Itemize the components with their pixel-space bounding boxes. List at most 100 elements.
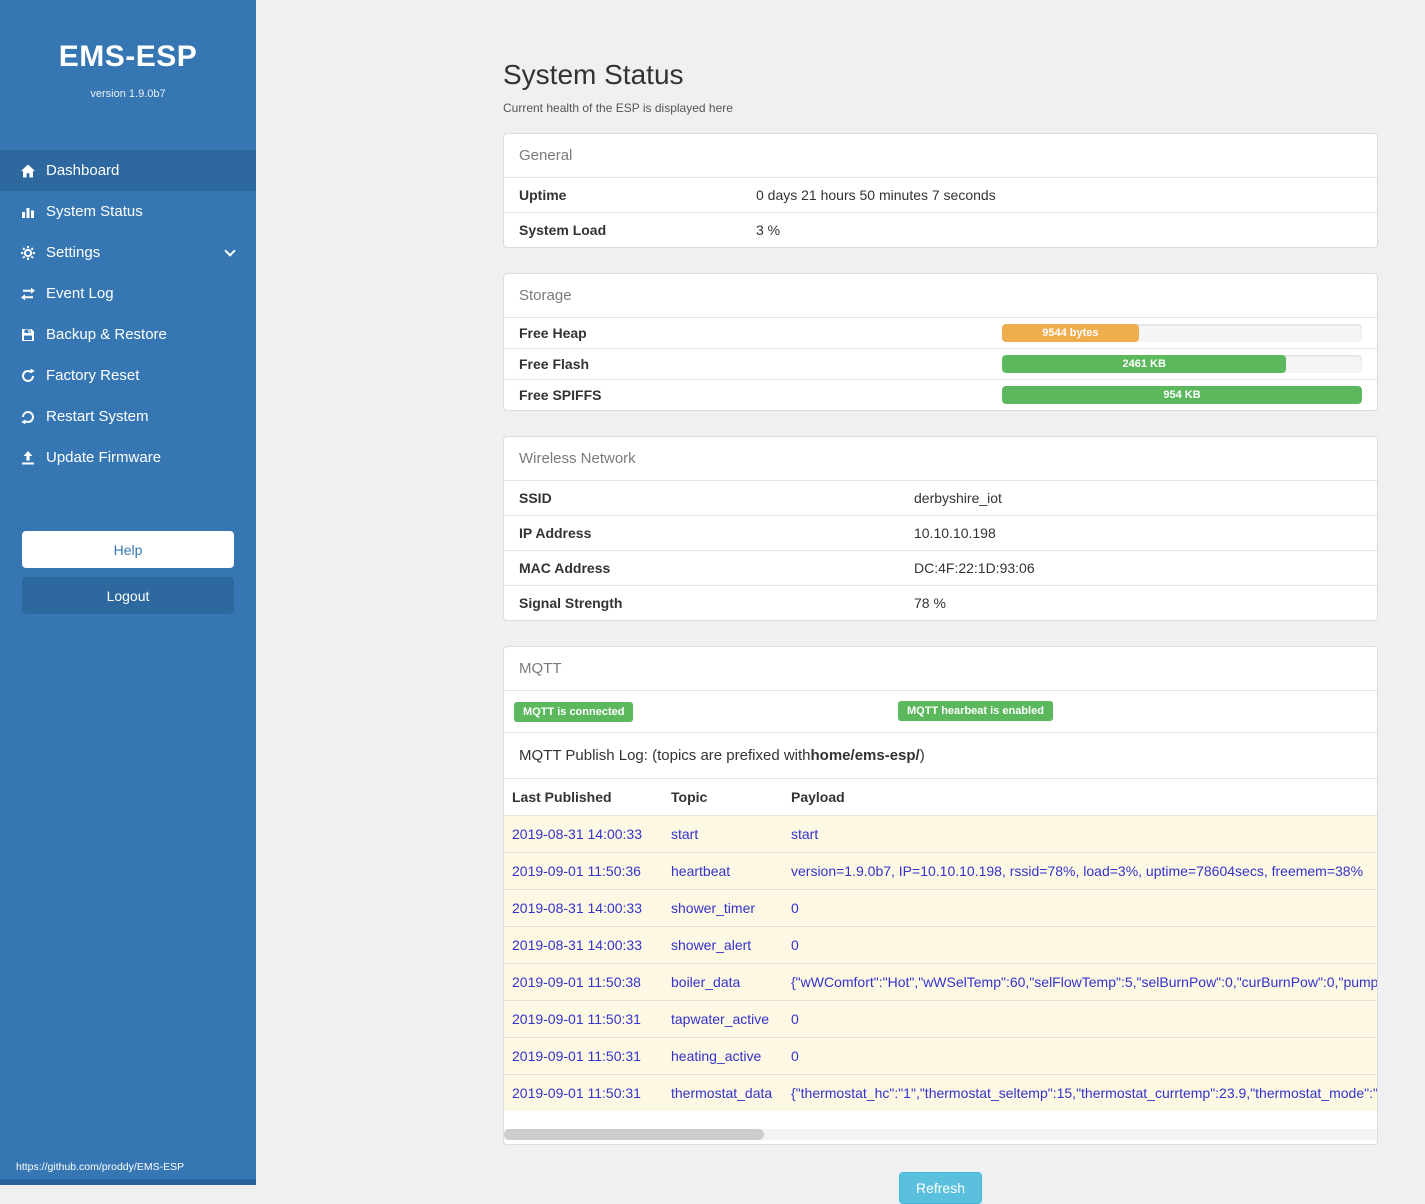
sidebar-buttons: Help Logout: [0, 531, 256, 614]
system-load-row: System Load 3 %: [504, 212, 1377, 247]
gear-icon: [20, 245, 46, 261]
free-spiffs-row: Free SPIFFS 954 KB: [504, 379, 1377, 410]
mac-address-row: MAC Address DC:4F:22:1D:93:06: [504, 550, 1377, 585]
refresh-button[interactable]: Refresh: [898, 1172, 983, 1204]
horizontal-scrollbar-thumb[interactable]: [504, 1129, 764, 1140]
sidebar-item-backup-restore[interactable]: Backup & Restore: [0, 314, 256, 355]
log-time: 2019-08-31 14:00:33: [504, 926, 663, 964]
chart-icon: [20, 204, 46, 220]
free-heap-progress-fill: 9544 bytes: [1002, 324, 1139, 342]
sidebar-item-factory-reset[interactable]: Factory Reset: [0, 355, 256, 396]
mqtt-log-title-prefix: MQTT Publish Log: (topics are prefixed w…: [519, 747, 811, 764]
mqtt-topic-prefix: home/ems-esp/: [810, 747, 920, 764]
mqtt-panel: MQTT MQTT is connected MQTT hearbeat is …: [503, 646, 1378, 1145]
log-time: 2019-09-01 11:50:31: [504, 1000, 663, 1038]
log-payload: {"wWComfort":"Hot","wWSelTemp":60,"selFl…: [783, 963, 1377, 1001]
sidebar-item-dashboard[interactable]: Dashboard: [0, 150, 256, 191]
save-icon: [20, 327, 46, 343]
log-payload: 0: [783, 1037, 1377, 1075]
logout-button[interactable]: Logout: [22, 577, 234, 614]
log-payload: version=1.9.0b7, IP=10.10.10.198, rssid=…: [783, 852, 1377, 890]
page-subtitle: Current health of the ESP is displayed h…: [503, 101, 733, 115]
ip-address-label: IP Address: [519, 525, 592, 541]
log-payload: 0: [783, 1000, 1377, 1038]
help-button[interactable]: Help: [22, 531, 234, 568]
log-topic: shower_alert: [663, 926, 783, 964]
uptime-row: Uptime 0 days 21 hours 50 minutes 7 seco…: [504, 177, 1377, 212]
log-topic: shower_timer: [663, 889, 783, 927]
table-row: 2019-09-01 11:50:31 thermostat_data {"th…: [504, 1074, 1377, 1111]
restart-icon: [20, 409, 46, 425]
sidebar-item-label: System Status: [46, 203, 143, 220]
sidebar-footer-bar: [0, 1179, 256, 1185]
log-topic: thermostat_data: [663, 1074, 783, 1111]
free-spiffs-label: Free SPIFFS: [519, 387, 602, 403]
table-header-row: Last Published Topic Payload: [504, 778, 1377, 816]
log-topic: heating_active: [663, 1037, 783, 1075]
general-panel-heading: General: [519, 147, 573, 164]
sidebar-item-label: Restart System: [46, 408, 149, 425]
log-time: 2019-09-01 11:50:38: [504, 963, 663, 1001]
page-title: System Status: [503, 59, 684, 90]
exchange-icon: [20, 286, 46, 302]
general-panel: General Uptime 0 days 21 hours 50 minute…: [503, 133, 1378, 248]
col-topic: Topic: [663, 778, 783, 816]
sidebar-item-event-log[interactable]: Event Log: [0, 273, 256, 314]
table-row: 2019-09-01 11:50:36 heartbeat version=1.…: [504, 852, 1377, 890]
sidebar-item-label: Backup & Restore: [46, 326, 167, 343]
sidebar-item-settings[interactable]: Settings: [0, 232, 256, 273]
mqtt-log-title: MQTT Publish Log: (topics are prefixed w…: [504, 732, 1377, 778]
signal-strength-row: Signal Strength 78 %: [504, 585, 1377, 620]
horizontal-scrollbar[interactable]: [504, 1129, 1377, 1140]
sidebar-item-label: Update Firmware: [46, 449, 162, 466]
chevron-down-icon: [224, 245, 236, 257]
sidebar-item-update-firmware[interactable]: Update Firmware: [0, 437, 256, 478]
mqtt-status-row: MQTT is connected MQTT hearbeat is enabl…: [504, 690, 1377, 732]
free-flash-progress-fill: 2461 KB: [1002, 355, 1287, 373]
table-row: 2019-09-01 11:50:38 boiler_data {"wWComf…: [504, 963, 1377, 1001]
log-payload: start: [783, 815, 1377, 853]
storage-panel: Storage Free Heap 9544 bytes Free Flash …: [503, 273, 1378, 411]
log-topic: start: [663, 815, 783, 853]
sidebar-item-label: Dashboard: [46, 162, 120, 179]
mac-address-value: DC:4F:22:1D:93:06: [914, 560, 1035, 576]
sidebar-item-label: Event Log: [46, 285, 114, 302]
free-heap-row: Free Heap 9544 bytes: [504, 317, 1377, 348]
free-spiffs-progressbar: 954 KB: [1002, 386, 1362, 404]
reset-icon: [20, 368, 46, 384]
sidebar-item-label: Factory Reset: [46, 367, 140, 384]
mqtt-publish-log-table: Last Published Topic Payload 2019-08-31 …: [504, 778, 1377, 1111]
free-heap-label: Free Heap: [519, 325, 587, 341]
free-spiffs-progress-fill: 954 KB: [1002, 386, 1362, 404]
uptime-value: 0 days 21 hours 50 minutes 7 seconds: [756, 187, 996, 203]
mac-address-label: MAC Address: [519, 560, 611, 576]
table-row: 2019-09-01 11:50:31 tapwater_active 0: [504, 1000, 1377, 1038]
ssid-row: SSID derbyshire_iot: [504, 480, 1377, 515]
ssid-value: derbyshire_iot: [914, 490, 1002, 506]
storage-panel-heading: Storage: [519, 287, 572, 304]
app-title: EMS-ESP: [58, 40, 198, 73]
app-version: version 1.9.0b7: [90, 88, 166, 100]
mqtt-connected-badge: MQTT is connected: [514, 701, 634, 722]
col-payload: Payload: [783, 778, 1377, 816]
log-payload: 0: [783, 926, 1377, 964]
uptime-label: Uptime: [519, 187, 567, 203]
signal-strength-value: 78 %: [914, 595, 946, 611]
mqtt-panel-heading: MQTT: [519, 660, 562, 677]
log-time: 2019-09-01 11:50:31: [504, 1074, 663, 1111]
github-link[interactable]: https://github.com/proddy/EMS-ESP: [16, 1161, 185, 1173]
table-row: 2019-08-31 14:00:33 start start: [504, 815, 1377, 853]
wireless-panel-heading: Wireless Network: [519, 450, 636, 467]
sidebar-item-restart-system[interactable]: Restart System: [0, 396, 256, 437]
mqtt-heartbeat-badge: MQTT hearbeat is enabled: [898, 701, 1053, 721]
log-topic: tapwater_active: [663, 1000, 783, 1038]
free-heap-progressbar: 9544 bytes: [1002, 324, 1362, 342]
col-last-published: Last Published: [504, 778, 663, 816]
log-payload: 0: [783, 889, 1377, 927]
sidebar-item-system-status[interactable]: System Status: [0, 191, 256, 232]
wireless-panel: Wireless Network SSID derbyshire_iot IP …: [503, 436, 1378, 621]
log-time: 2019-08-31 14:00:33: [504, 889, 663, 927]
log-topic: heartbeat: [663, 852, 783, 890]
log-time: 2019-09-01 11:50:36: [504, 852, 663, 890]
